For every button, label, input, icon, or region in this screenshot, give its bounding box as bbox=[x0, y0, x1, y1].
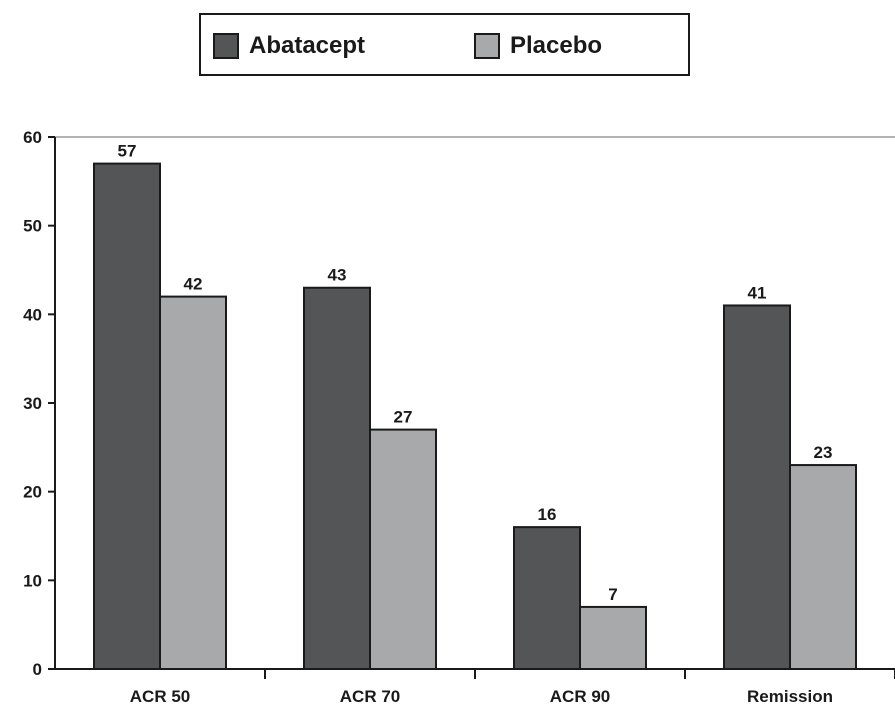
y-tick-label: 60 bbox=[23, 128, 42, 147]
x-category-label: ACR 90 bbox=[550, 687, 610, 706]
bar-placebo-acr-50 bbox=[159, 295, 227, 670]
legend-item-abatacept: Abatacept bbox=[213, 31, 365, 61]
y-tick-label: 0 bbox=[33, 660, 42, 679]
bar-abatacept-acr-50 bbox=[93, 162, 161, 670]
y-tick-label: 50 bbox=[23, 217, 42, 236]
bar-placebo-remission bbox=[789, 464, 857, 671]
x-category-label: ACR 70 bbox=[340, 687, 400, 706]
data-label: 42 bbox=[184, 275, 203, 294]
y-tick-label: 30 bbox=[23, 394, 42, 413]
x-category-label: Remission bbox=[747, 687, 833, 706]
y-tick-label: 40 bbox=[23, 305, 42, 324]
bar-abatacept-remission bbox=[723, 304, 791, 670]
data-label: 27 bbox=[394, 408, 413, 427]
legend: Abatacept Placebo bbox=[199, 13, 690, 76]
legend-label-placebo: Placebo bbox=[510, 32, 603, 59]
bar-placebo-acr-90 bbox=[579, 605, 647, 671]
bar-abatacept-acr-70 bbox=[303, 286, 371, 670]
data-label: 41 bbox=[748, 283, 767, 302]
data-label: 57 bbox=[118, 142, 137, 161]
data-label: 23 bbox=[814, 443, 833, 462]
bar-abatacept-acr-90 bbox=[513, 526, 581, 671]
y-tick-label: 20 bbox=[23, 483, 42, 502]
bar-placebo-acr-70 bbox=[369, 428, 437, 670]
data-label: 7 bbox=[608, 585, 617, 604]
legend-swatch-placebo bbox=[474, 33, 500, 59]
legend-label-abatacept: Abatacept bbox=[249, 32, 366, 59]
x-category-label: ACR 50 bbox=[130, 687, 190, 706]
y-tick-label: 10 bbox=[23, 571, 42, 590]
data-label: 43 bbox=[328, 266, 347, 285]
legend-swatch-abatacept bbox=[213, 33, 239, 59]
data-label: 16 bbox=[538, 505, 557, 524]
legend-item-placebo: Placebo bbox=[474, 31, 602, 61]
